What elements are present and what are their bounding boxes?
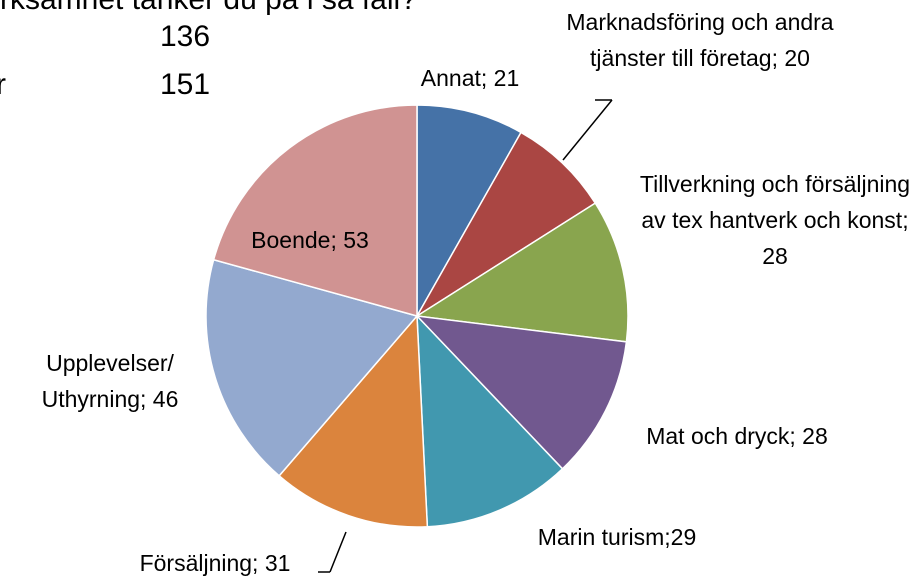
data-label: Annat; 21 xyxy=(420,65,520,91)
data-label: Marin turism;29 xyxy=(537,524,697,550)
pie-slice xyxy=(416,104,523,319)
pie-slice xyxy=(414,202,629,343)
pie-slice xyxy=(415,314,628,470)
data-label: Upplevelser/ Uthyrning; 46 xyxy=(41,350,179,412)
data-label: Marknadsföring och andra tjänster till f… xyxy=(566,9,834,71)
pie-slice xyxy=(278,314,429,528)
data-label: Försäljning; 31 xyxy=(139,550,291,576)
pie-slice xyxy=(416,131,597,317)
pie-slice xyxy=(416,314,564,528)
data-label: Tillverkning och försäljning av tex hant… xyxy=(639,171,911,269)
pie-slice xyxy=(205,258,419,477)
data-label: Boende; 53 xyxy=(251,227,369,253)
pie-slice xyxy=(212,104,418,317)
annotation: 136 xyxy=(160,20,211,53)
data-label: Mat och dryck; 28 xyxy=(646,423,828,449)
leader-line xyxy=(562,99,613,161)
leader-line xyxy=(329,531,347,573)
chart-title: rksamhet tänker du på i så fall? xyxy=(0,0,417,17)
annotation: r xyxy=(0,68,6,101)
annotation: 151 xyxy=(160,68,211,101)
